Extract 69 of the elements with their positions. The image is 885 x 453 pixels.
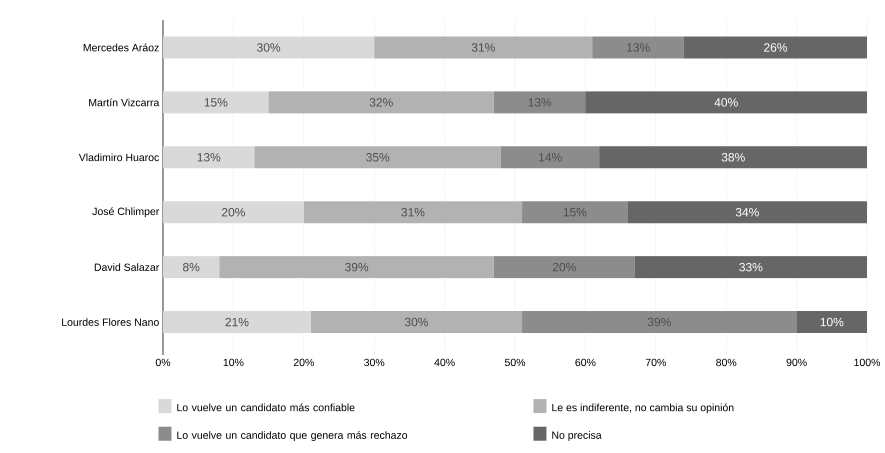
bar: [163, 36, 374, 58]
x-tick-label: 10%: [224, 358, 244, 366]
y-tick-label: Martín Vizcarra: [89, 98, 160, 106]
bar: [163, 201, 304, 224]
legend-label: Le es indiferente, no cambia su opinión: [552, 403, 734, 414]
x-tick-label: 100%: [854, 358, 880, 366]
bar: [634, 256, 868, 278]
bar: [585, 91, 868, 114]
bar: [494, 256, 635, 278]
y-tick-label: José Chlimper: [92, 207, 160, 218]
data-label: 15%: [564, 208, 586, 216]
bar: [219, 256, 494, 278]
x-tick-label: 30%: [364, 358, 384, 366]
data-label: 26%: [764, 43, 788, 52]
data-label: 39%: [345, 262, 368, 272]
x-tick-label: 0%: [156, 358, 170, 366]
y-tick-label: Mercedes Aráoz: [84, 44, 159, 52]
x-tick-label: 60%: [575, 358, 596, 366]
x-tick-label: 20%: [294, 358, 314, 366]
data-label: 15%: [204, 98, 228, 107]
data-label: 32%: [370, 98, 393, 107]
data-label: 10%: [820, 318, 844, 326]
legend-label: No precisa: [552, 431, 602, 441]
bar: [628, 201, 868, 224]
bar: [500, 146, 600, 168]
bar: [522, 201, 628, 224]
bar: [254, 146, 501, 168]
legend-label: Lo vuelve un candidato más confiable: [177, 403, 355, 412]
data-label: 39%: [648, 318, 671, 326]
data-label: 31%: [401, 208, 425, 216]
bar: [522, 311, 797, 334]
data-label: 13%: [528, 98, 552, 107]
bar: [684, 36, 868, 58]
data-label: 38%: [722, 153, 745, 162]
data-label: 13%: [627, 43, 650, 52]
bar: [268, 91, 494, 114]
data-label: 13%: [198, 153, 220, 162]
data-label: 8%: [183, 262, 200, 272]
bar: [599, 146, 868, 168]
data-label: 20%: [552, 262, 576, 272]
data-label: 33%: [739, 262, 762, 272]
bar: [163, 146, 255, 168]
data-label: 20%: [222, 208, 245, 216]
bar: [374, 36, 592, 58]
data-label: 31%: [472, 43, 495, 52]
data-label: 40%: [714, 98, 738, 107]
bar: [494, 91, 586, 114]
bar: [163, 311, 311, 334]
data-label: 34%: [736, 208, 759, 216]
y-tick-label: David Salazar: [94, 263, 160, 271]
y-tick-label: Vladimiro Huaroc: [78, 153, 159, 162]
x-tick-label: 50%: [504, 358, 526, 366]
bar: [304, 201, 522, 224]
data-label: 14%: [539, 153, 562, 162]
bar: [592, 36, 684, 58]
x-tick-label: 70%: [646, 358, 666, 366]
data-label: 30%: [404, 318, 428, 326]
data-label: 35%: [366, 153, 390, 162]
bar: [163, 91, 269, 114]
bar: [310, 311, 522, 334]
legend-label: Lo vuelve un candidato que genera más rechazo: [177, 431, 408, 441]
y-tick-label: Lourdes Flores Nano: [62, 318, 159, 326]
x-tick-label: 40%: [434, 358, 455, 366]
x-tick-label: 80%: [716, 358, 736, 366]
data-label: 30%: [257, 43, 280, 52]
data-label: 21%: [226, 318, 249, 326]
bar: [796, 311, 868, 334]
bar: [163, 256, 220, 278]
x-tick-label: 90%: [786, 358, 807, 366]
